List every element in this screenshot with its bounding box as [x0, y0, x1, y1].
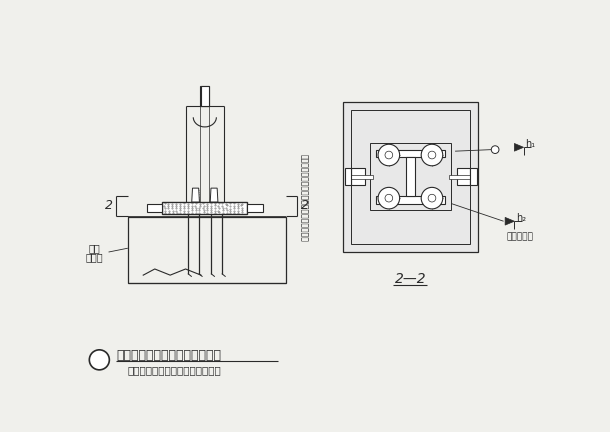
Circle shape [385, 194, 393, 202]
Circle shape [378, 187, 400, 209]
Bar [376, 149, 445, 157]
Circle shape [491, 146, 499, 153]
Circle shape [428, 151, 436, 159]
Text: 2: 2 [301, 199, 309, 213]
Bar [343, 102, 478, 252]
Text: 预埋筋: 预埋筋 [86, 252, 104, 262]
Bar [457, 168, 470, 185]
Circle shape [428, 194, 436, 202]
Bar [449, 175, 470, 179]
Bar [406, 157, 415, 196]
Polygon shape [210, 188, 218, 202]
Bar [147, 203, 162, 212]
Bar [351, 175, 373, 179]
Polygon shape [192, 188, 199, 202]
Bar [470, 168, 476, 185]
Bar [376, 196, 445, 203]
Text: 抗剪键沿高度方向应每隔适当间距分别设置: 抗剪键沿高度方向应每隔适当间距分别设置 [299, 154, 308, 242]
Bar [247, 203, 262, 212]
Text: h₂: h₂ [516, 213, 526, 223]
Circle shape [385, 151, 393, 159]
Text: 抗剪: 抗剪 [89, 243, 101, 253]
Circle shape [378, 144, 400, 166]
Text: 顶紧直接焊: 顶紧直接焊 [507, 232, 534, 241]
Circle shape [89, 350, 109, 370]
Text: 外露式柱脚抗剪键的设置（二）: 外露式柱脚抗剪键的设置（二） [117, 349, 221, 362]
Text: 2: 2 [95, 353, 104, 367]
Polygon shape [514, 143, 523, 151]
Bar [200, 86, 209, 106]
Text: 2—2: 2—2 [395, 272, 426, 286]
Bar [162, 202, 247, 213]
Bar [351, 110, 470, 245]
Bar [351, 168, 365, 185]
Bar [128, 217, 285, 283]
Bar [345, 168, 351, 185]
Circle shape [421, 144, 443, 166]
Bar [201, 86, 209, 106]
Text: 2: 2 [104, 199, 113, 213]
Text: （可用工字形、槽形截面或角钢）: （可用工字形、槽形截面或角钢） [128, 365, 221, 375]
Text: h₁: h₁ [525, 139, 535, 149]
Polygon shape [505, 217, 514, 225]
Circle shape [421, 187, 443, 209]
Bar [370, 143, 451, 210]
